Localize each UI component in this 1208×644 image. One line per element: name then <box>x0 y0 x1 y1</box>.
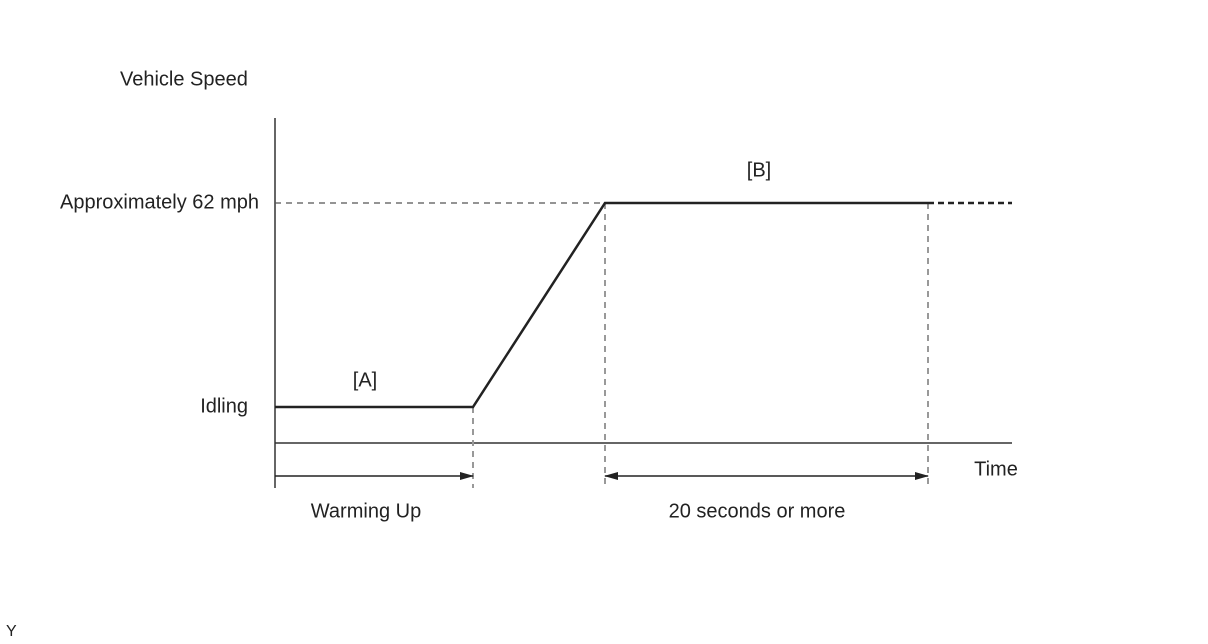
interval-label: 20 seconds or more <box>669 500 846 522</box>
axes <box>274 118 1012 488</box>
phase-markers <box>472 203 929 488</box>
level-label: Approximately 62 mph <box>60 191 259 213</box>
y-axis-label: Vehicle Speed <box>120 68 248 90</box>
footer: Y <box>6 623 17 640</box>
phase-label: [B] <box>747 159 771 181</box>
x-axis-label: Time <box>974 458 1018 480</box>
speed-profile <box>275 201 928 409</box>
phase-label: [A] <box>353 369 377 391</box>
level-label: Idling <box>200 395 248 417</box>
interval-label: Warming Up <box>311 500 421 522</box>
